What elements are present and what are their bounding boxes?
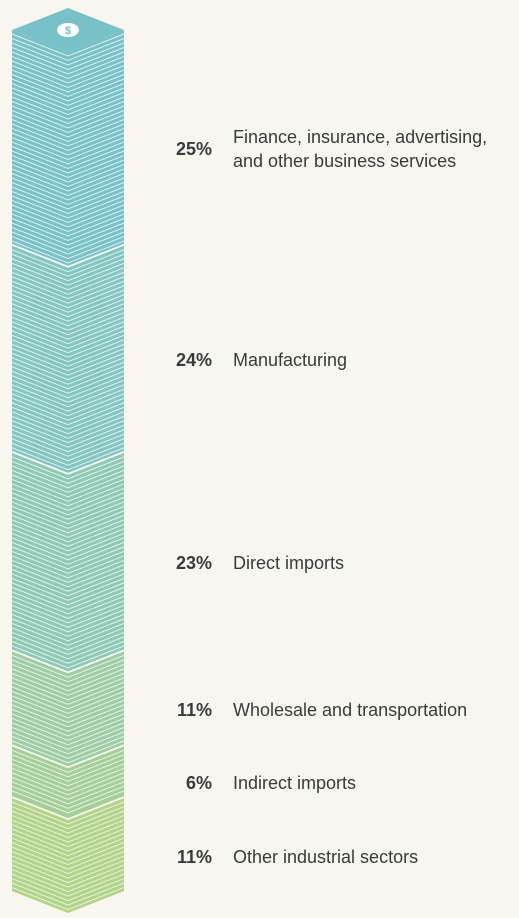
value-label: 25% <box>152 137 212 161</box>
coin-symbol: $ <box>65 25 71 37</box>
value-label: 24% <box>152 348 212 372</box>
value-label: 23% <box>152 551 212 575</box>
category-label: Indirect imports <box>233 771 515 795</box>
category-label: Other industrial sectors <box>233 845 515 869</box>
infographic: $ 25% Finance, insurance, advertising, an… <box>0 0 519 918</box>
value-label: 6% <box>152 771 212 795</box>
value-label: 11% <box>152 845 212 869</box>
category-label: Direct imports <box>233 551 515 575</box>
category-label: Wholesale and transportation <box>233 698 515 722</box>
stack-segment <box>12 246 124 473</box>
category-label: Finance, insurance, advertising, and oth… <box>233 125 515 173</box>
value-label: 11% <box>152 698 212 722</box>
category-label: Manufacturing <box>233 348 515 372</box>
